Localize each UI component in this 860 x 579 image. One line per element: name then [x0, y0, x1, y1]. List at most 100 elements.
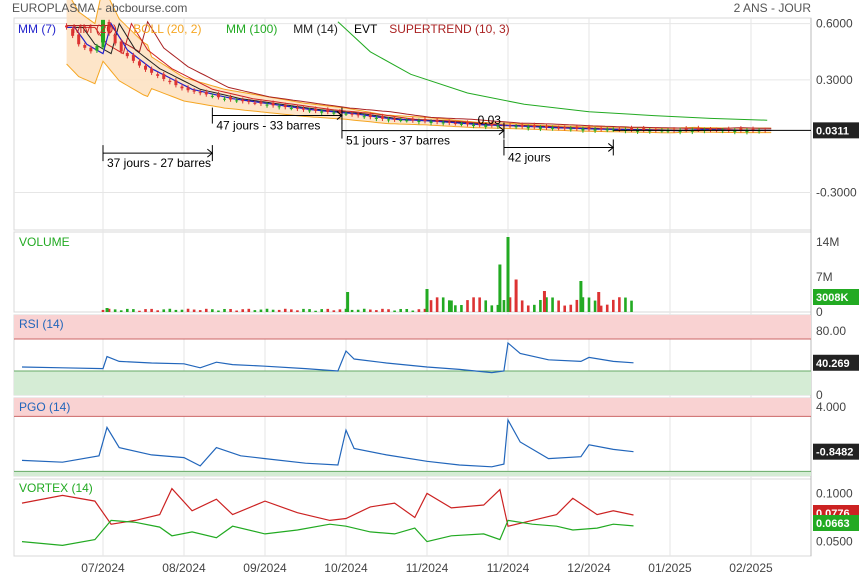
rsi-y-tick: 0: [816, 388, 823, 402]
candle-body: [107, 21, 111, 34]
candle-body: [150, 68, 154, 73]
volume-bar: [587, 297, 591, 312]
volume-bar: [180, 309, 184, 312]
volume-bar: [593, 300, 597, 312]
chart-plots: 37 jours - 27 barres 47 jours - 33 barres…: [19, 0, 811, 547]
candle-body: [253, 102, 257, 104]
volume-bar: [296, 310, 299, 312]
rsi-last-badge-bg: [813, 354, 859, 371]
candle-body: [599, 128, 603, 130]
candle-body: [429, 121, 433, 123]
candle-body: [411, 119, 415, 121]
volume-bar: [223, 308, 226, 312]
panel-frame-vortex: [13, 478, 812, 557]
volume-bar: [241, 309, 245, 312]
candle-body: [520, 124, 524, 127]
measure-arrow: [607, 143, 615, 152]
candle-body: [557, 127, 561, 129]
volume-bar: [186, 308, 190, 312]
candle-body: [125, 53, 129, 57]
mm100-line: [337, 21, 768, 121]
rsi-title: RSI (14): [19, 317, 64, 331]
pgo-y-tick: 4.000: [816, 400, 846, 414]
volume-bar: [405, 308, 409, 312]
volume-bar: [484, 300, 488, 312]
volume-bar: [150, 308, 153, 312]
bollinger-band: [66, 0, 772, 133]
candle-body: [320, 111, 324, 113]
candle-body: [247, 101, 251, 103]
volume-bar: [308, 309, 311, 312]
volume-bar: [381, 308, 384, 312]
candle-body: [757, 130, 761, 132]
volume-bar: [502, 300, 506, 312]
x-tick-label: 01/2025: [648, 561, 692, 575]
volume-bar: [526, 305, 530, 312]
candle-body: [332, 112, 336, 114]
candle-body: [368, 114, 372, 118]
volume-title: VOLUME: [19, 235, 70, 249]
candle-body: [192, 90, 196, 92]
volume-bar: [539, 299, 542, 312]
price-y-tick: 0.3000: [816, 73, 853, 87]
volume-bar: [162, 309, 166, 312]
volume-bar: [460, 305, 463, 312]
candle-body: [95, 46, 99, 51]
volume-bar: [119, 310, 123, 312]
volume-bar: [435, 297, 439, 312]
candle-body: [696, 128, 700, 130]
legend-boll: BOLL (20, 2): [133, 22, 201, 36]
rsi-line: [21, 341, 634, 374]
supertrend-line: [66, 20, 772, 130]
candle-body: [271, 102, 275, 106]
volume-bar: [362, 308, 366, 312]
price-y-tick: -0.3000: [816, 185, 857, 199]
volume-bar: [630, 300, 633, 312]
volume-bar: [441, 297, 445, 312]
volume-bar: [472, 297, 475, 312]
volume-bar: [551, 297, 554, 312]
volume-bar: [581, 297, 585, 312]
candle-body: [435, 119, 439, 122]
candle-body: [83, 44, 87, 48]
vortex-title: VORTEX (14): [19, 481, 93, 495]
candle-body: [642, 128, 646, 131]
x-axis-labels: 07/2024 08/2024 09/2024 10/2024 11/2024 11/20…: [81, 561, 773, 575]
volume-bar: [520, 300, 524, 312]
volume-bar: [174, 309, 178, 312]
volume-bar: [387, 309, 390, 312]
volume-bar: [575, 299, 579, 312]
volume-bar: [411, 310, 415, 312]
candle-body: [417, 120, 421, 123]
candle-body: [666, 130, 670, 132]
volume-bar: [612, 299, 615, 312]
volume-bar: [393, 310, 396, 312]
volume-bar: [514, 279, 518, 312]
candle-body: [101, 19, 105, 43]
volume-last-badge: 3008K: [816, 292, 848, 304]
volume-bar: [542, 291, 546, 312]
candle-body: [484, 125, 488, 127]
candle-body: [277, 106, 281, 108]
candle-body: [204, 91, 208, 95]
candle-body: [380, 116, 384, 119]
candle-body: [235, 100, 239, 102]
candle-body: [314, 108, 318, 111]
candle-body: [65, 25, 69, 28]
candle-body: [453, 122, 457, 124]
volume-bar: [478, 297, 481, 312]
x-tick-label: 11/2024: [406, 561, 449, 575]
candle-body: [551, 127, 555, 129]
volume-bar: [271, 309, 275, 312]
candle-body: [356, 113, 360, 116]
candle-body: [472, 124, 476, 126]
volume-bar: [138, 310, 141, 312]
volume-bar: [498, 264, 502, 312]
vortex-vi_plus: [21, 519, 634, 547]
candle-body: [447, 121, 451, 123]
volume-bar: [599, 305, 603, 312]
x-tick-label: 07/2024: [81, 561, 125, 575]
volume-bar: [579, 281, 583, 312]
volume-bar: [375, 310, 378, 312]
